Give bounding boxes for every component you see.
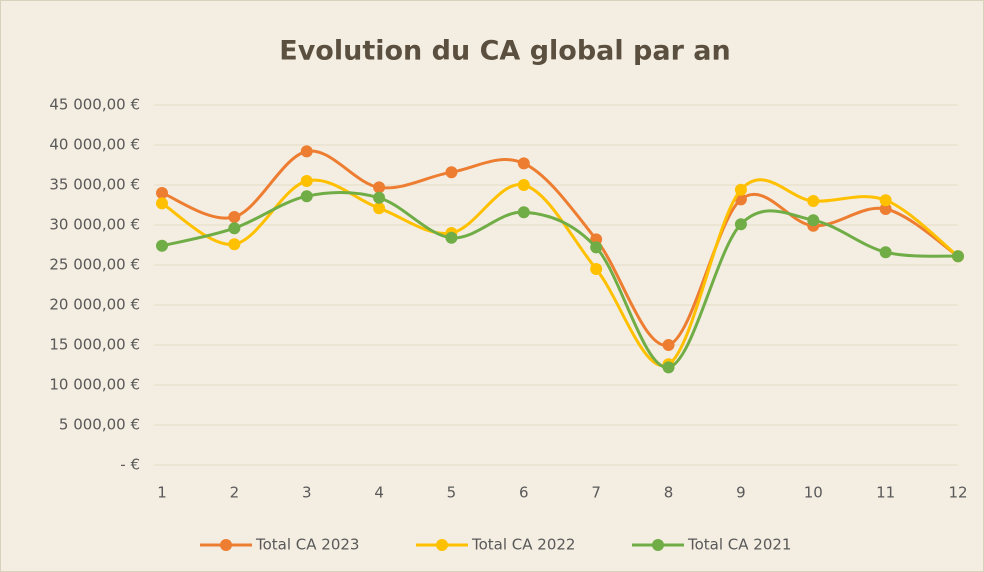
data-point	[300, 145, 313, 158]
legend-marker	[652, 539, 664, 551]
data-point	[952, 250, 964, 263]
data-point	[879, 203, 892, 215]
y-tick-label: 5 000,00 €	[59, 416, 140, 434]
legend-label: Total CA 2021	[687, 536, 791, 554]
data-point	[879, 194, 892, 207]
data-point	[517, 157, 530, 170]
data-point	[662, 361, 675, 374]
y-tick-label: 40 000,00 €	[49, 136, 140, 154]
data-point	[879, 246, 892, 259]
data-point	[228, 211, 241, 223]
legend-marker	[220, 539, 232, 551]
x-tick-label: 6	[519, 484, 529, 502]
legend-marker	[436, 539, 448, 551]
data-point	[156, 187, 168, 199]
data-point	[734, 183, 747, 196]
x-tick-label: 10	[804, 484, 823, 502]
x-tick-label: 3	[302, 484, 312, 502]
y-tick-label: 45 000,00 €	[49, 96, 140, 114]
data-point	[517, 206, 530, 219]
y-tick-label: 15 000,00 €	[49, 336, 140, 354]
x-tick-label: 7	[591, 484, 601, 502]
data-point	[590, 263, 603, 275]
y-tick-label: 30 000,00 €	[49, 216, 140, 234]
data-point	[300, 175, 313, 187]
data-point	[517, 179, 530, 191]
data-point	[373, 181, 386, 194]
y-tick-label: 35 000,00 €	[49, 176, 140, 194]
legend-label: Total CA 2022	[471, 536, 575, 554]
y-tick-label: 20 000,00 €	[49, 296, 140, 314]
data-point	[445, 231, 458, 244]
x-tick-label: 8	[664, 484, 674, 502]
legend-label: Total CA 2023	[255, 536, 359, 554]
x-tick-label: 4	[374, 484, 384, 502]
x-tick-label: 5	[447, 484, 457, 502]
data-point	[373, 191, 386, 204]
x-tick-label: 1	[157, 484, 167, 502]
data-point	[807, 195, 820, 207]
x-tick-label: 2	[230, 484, 240, 502]
chart-title: Evolution du CA global par an	[279, 36, 731, 67]
data-point	[734, 218, 747, 231]
y-tick-label: 25 000,00 €	[49, 256, 140, 274]
data-point	[228, 222, 241, 235]
data-point	[156, 197, 168, 210]
data-point	[156, 239, 168, 252]
y-tick-label: - €	[120, 456, 140, 474]
data-point	[807, 214, 820, 227]
x-tick-label: 12	[948, 484, 967, 502]
data-point	[300, 190, 313, 203]
data-point	[590, 241, 603, 254]
x-tick-label: 11	[876, 484, 895, 502]
data-point	[228, 238, 241, 251]
data-point	[373, 202, 386, 215]
y-tick-label: 10 000,00 €	[49, 376, 140, 394]
x-tick-label: 9	[736, 484, 746, 502]
data-point	[445, 166, 458, 179]
data-point	[662, 339, 675, 351]
